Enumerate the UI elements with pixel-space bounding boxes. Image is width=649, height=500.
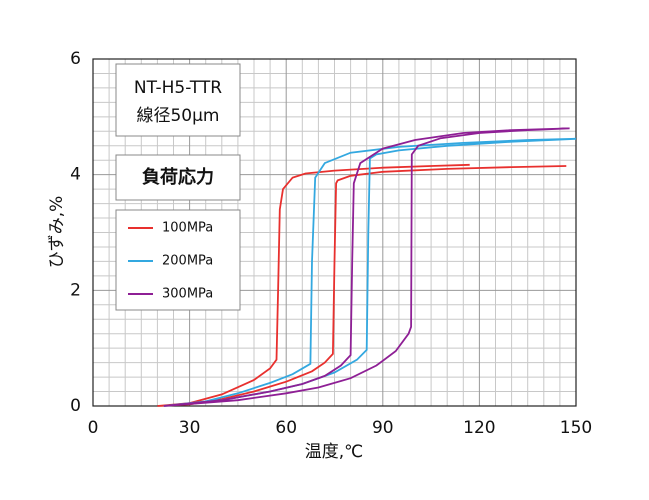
- annotation-box: [115, 63, 241, 137]
- x-tick-label: 150: [560, 418, 592, 438]
- y-tick-label: 6: [70, 49, 81, 69]
- y-axis-label: ひずみ,%: [47, 196, 67, 269]
- legend-label: 100MPa: [162, 221, 213, 236]
- x-tick-label: 60: [275, 418, 297, 438]
- annotation: NT-H5-TTR: [134, 78, 222, 98]
- legend-label: 300MPa: [162, 287, 213, 302]
- legend-label: 200MPa: [162, 254, 213, 269]
- y-tick-label: 2: [70, 280, 81, 300]
- y-tick-label: 4: [70, 165, 81, 185]
- series-line: [163, 127, 570, 407]
- legend-title-box: [115, 154, 241, 201]
- x-tick-label: 30: [179, 418, 201, 438]
- y-tick-label: 0: [70, 396, 81, 416]
- x-tick-label: 90: [372, 418, 394, 438]
- annotation: 線径50μm: [136, 106, 219, 126]
- x-axis-label: 温度,℃: [305, 442, 364, 462]
- legend-title: 負荷応力: [142, 166, 214, 188]
- series-line: [157, 163, 567, 407]
- x-tick-label: 0: [88, 418, 99, 438]
- x-tick-label: 120: [463, 418, 495, 438]
- plot-frame: [92, 58, 577, 407]
